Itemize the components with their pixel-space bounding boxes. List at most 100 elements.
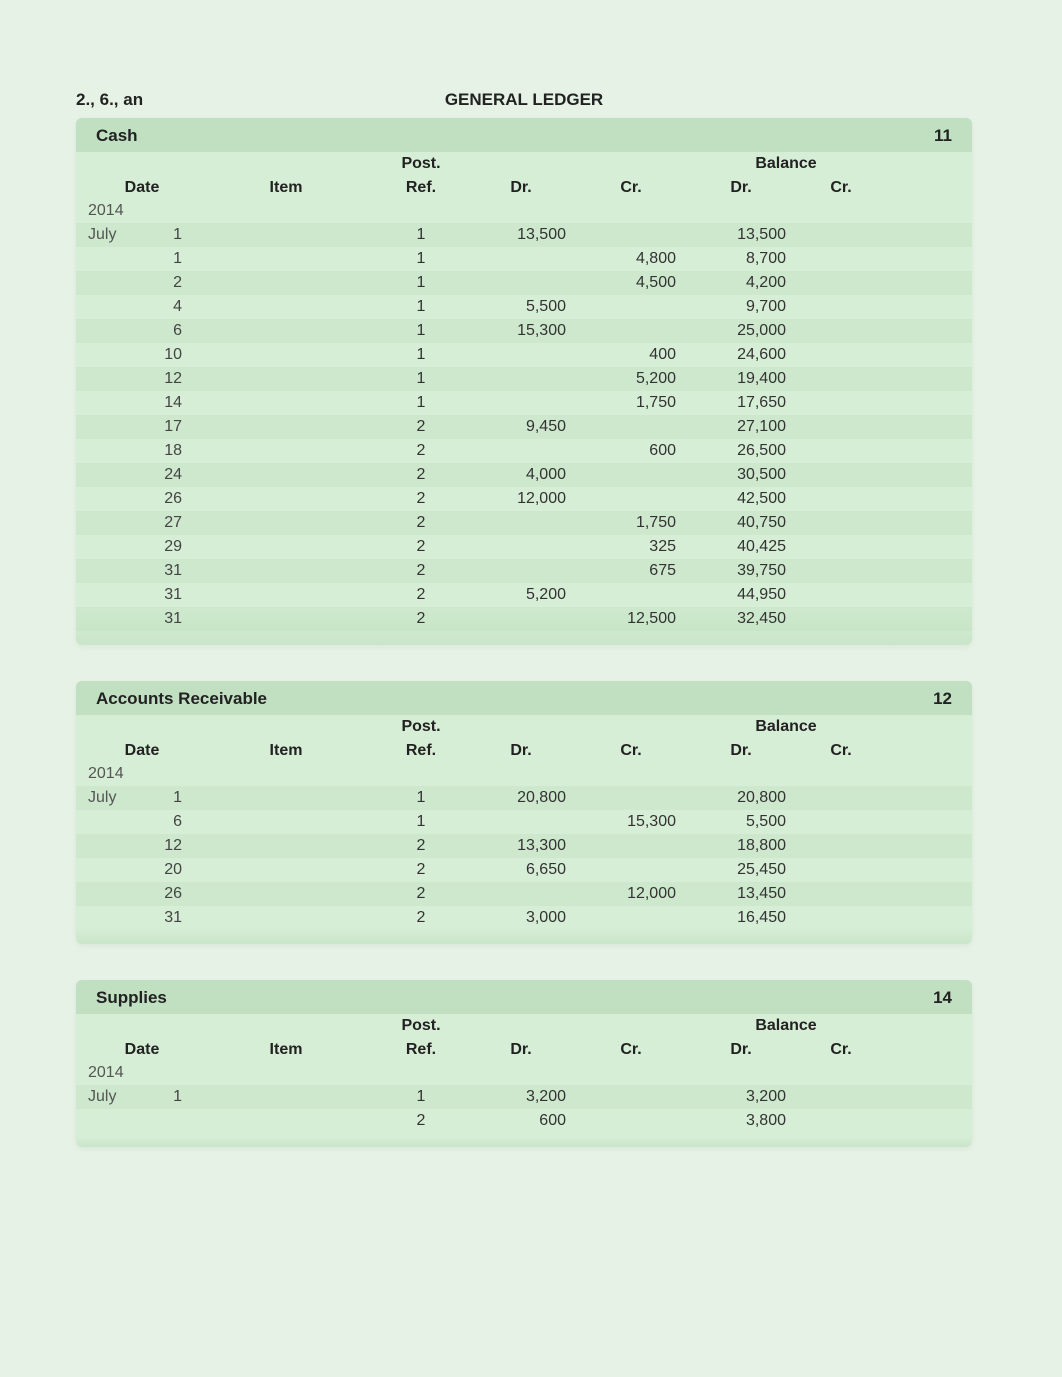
cell-day: 14: [148, 394, 196, 412]
ledger-row: 3123,00016,450: [76, 906, 972, 930]
cell-day: 1: [148, 226, 196, 244]
cell-bal-dr: 16,450: [686, 909, 796, 927]
ledger-column-header: DateItemRef.Dr.Cr.Dr.Cr.: [76, 176, 972, 199]
account-name: Accounts Receivable: [96, 689, 267, 709]
col-ref: Ref.: [376, 1041, 466, 1059]
cell-ref: 1: [376, 322, 466, 340]
cell-cr: 400: [576, 346, 686, 364]
cell-bal-dr: 18,800: [686, 837, 796, 855]
ledgers-container: Cash11Post.BalanceDateItemRef.Dr.Cr.Dr.C…: [76, 118, 972, 1147]
ledger-subheader: Post.Balance: [76, 715, 972, 739]
cell-day: 1: [148, 1088, 196, 1106]
ledger-row: July113,2003,200: [76, 1085, 972, 1109]
ledger-row: July1113,50013,500: [76, 223, 972, 247]
col-cr: Cr.: [576, 1041, 686, 1059]
account-name: Cash: [96, 126, 138, 146]
col-dr: Dr.: [466, 179, 576, 197]
cell-ref: 2: [376, 442, 466, 460]
cell-dr: 5,500: [466, 298, 576, 316]
cell-day: 6: [148, 813, 196, 831]
ledger-row: 1729,45027,100: [76, 415, 972, 439]
cell-ref: 1: [376, 298, 466, 316]
cell-day: 31: [148, 586, 196, 604]
cell-day: 1: [148, 250, 196, 268]
cell-ref: 2: [376, 909, 466, 927]
cell-bal-dr: 25,450: [686, 861, 796, 879]
cell-bal-dr: 26,500: [686, 442, 796, 460]
cell-day: 31: [148, 610, 196, 628]
cell-day: 4: [148, 298, 196, 316]
cell-dr: 9,450: [466, 418, 576, 436]
cell-day: 31: [148, 909, 196, 927]
cell-cr: 4,500: [576, 274, 686, 292]
cell-dr: 4,000: [466, 466, 576, 484]
cell-bal-dr: 24,600: [686, 346, 796, 364]
cell-bal-dr: 32,450: [686, 610, 796, 628]
cell-bal-dr: 27,100: [686, 418, 796, 436]
cell-bal-dr: 8,700: [686, 250, 796, 268]
col-balance: Balance: [686, 1017, 886, 1035]
col-post: Post.: [376, 1017, 466, 1035]
ledger-row: 6115,3005,500: [76, 810, 972, 834]
col-cr: Cr.: [576, 179, 686, 197]
cell-cr: 15,300: [576, 813, 686, 831]
cell-ref: 1: [376, 250, 466, 268]
ledger-row: July1120,80020,800: [76, 786, 972, 810]
cell-ref: 2: [376, 562, 466, 580]
cell-bal-dr: 42,500: [686, 490, 796, 508]
cell-day: 18: [148, 442, 196, 460]
cell-ref: 2: [376, 418, 466, 436]
col-item: Item: [196, 742, 376, 760]
col-balance: Balance: [686, 718, 886, 736]
year-value: 2014: [88, 765, 148, 783]
cell-day: 10: [148, 346, 196, 364]
ledger-row: 2026,65025,450: [76, 858, 972, 882]
ledger-header: Cash11: [76, 118, 972, 152]
cell-ref: 2: [376, 490, 466, 508]
cell-dr: 600: [466, 1112, 576, 1130]
ledger-row: 1411,75017,650: [76, 391, 972, 415]
col-dr: Dr.: [466, 742, 576, 760]
col-item: Item: [196, 1041, 376, 1059]
cell-ref: 2: [376, 610, 466, 628]
ledger-row: 1 1 4,8008,700: [76, 247, 972, 271]
cell-ref: 2: [376, 1112, 466, 1130]
ledger-header: Accounts Receivable 12: [76, 681, 972, 715]
col-bal-cr: Cr.: [796, 179, 886, 197]
ledger-row: 18 2 60026,500: [76, 439, 972, 463]
cell-bal-dr: 40,750: [686, 514, 796, 532]
cell-ref: 1: [376, 370, 466, 388]
cell-ref: 1: [376, 1088, 466, 1106]
ledger-table: Accounts Receivable 12 Post.BalanceDateIte…: [76, 681, 972, 944]
ledger-row: 1215,20019,400: [76, 367, 972, 391]
cell-bal-dr: 3,800: [686, 1112, 796, 1130]
cell-dr: 20,800: [466, 789, 576, 807]
cell-bal-dr: 13,450: [686, 885, 796, 903]
cell-cr: 4,800: [576, 250, 686, 268]
cell-ref: 2: [376, 514, 466, 532]
ledger-row: 2721,75040,750: [76, 511, 972, 535]
ledger-row: 6115,30025,000: [76, 319, 972, 343]
ledger-column-header: DateItemRef.Dr.Cr.Dr.Cr.: [76, 739, 972, 762]
ledger-row: 10 1 40024,600: [76, 343, 972, 367]
cell-ref: 2: [376, 586, 466, 604]
cell-ref: 1: [376, 346, 466, 364]
col-date: Date: [88, 1041, 196, 1059]
ledger-row: 29232540,425: [76, 535, 972, 559]
cell-bal-dr: 40,425: [686, 538, 796, 556]
cell-bal-dr: 20,800: [686, 789, 796, 807]
cell-cr: 12,000: [576, 885, 686, 903]
cell-cr: 600: [576, 442, 686, 460]
cell-bal-dr: 39,750: [686, 562, 796, 580]
cell-dr: 13,500: [466, 226, 576, 244]
col-item: Item: [196, 179, 376, 197]
col-date: Date: [88, 179, 196, 197]
cell-day: 12: [148, 837, 196, 855]
account-number: 14: [933, 988, 952, 1008]
cell-dr: 5,200: [466, 586, 576, 604]
ledger-subheader: Post.Balance: [76, 152, 972, 176]
cell-day: 20: [148, 861, 196, 879]
account-number: 12: [933, 689, 952, 709]
cell-ref: 2: [376, 861, 466, 879]
cell-month: July: [88, 1088, 148, 1106]
